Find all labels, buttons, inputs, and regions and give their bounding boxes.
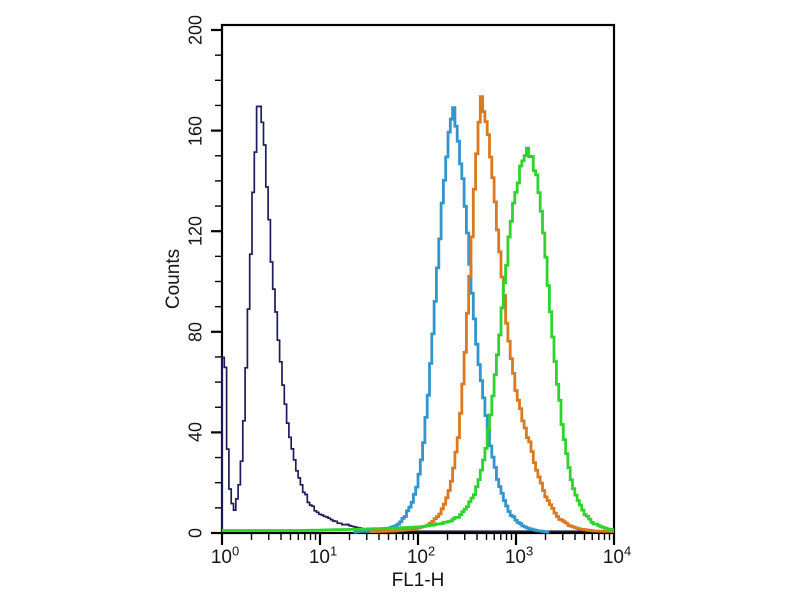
y-tick-label: 200: [185, 14, 206, 46]
y-tick-label: 0: [185, 527, 206, 539]
y-axis-title: Counts: [163, 248, 184, 310]
curve-green: [222, 146, 614, 532]
y-tick-label: 80: [185, 321, 206, 342]
x-tick-label: 103: [504, 543, 534, 568]
y-tick-label: 120: [185, 216, 206, 247]
plot-box: [220, 23, 616, 535]
x-tick-label: 101: [308, 543, 338, 568]
x-tick-label: 100: [210, 543, 240, 568]
x-tick-label: 102: [406, 543, 436, 568]
x-tick-label: 104: [602, 543, 632, 568]
y-tick-label: 160: [185, 115, 206, 146]
x-axis-title: FL1-H: [391, 570, 445, 591]
curve-orange: [369, 95, 614, 534]
axis-ticks: [211, 28, 616, 545]
curve-dark-blue-control: [221, 105, 614, 533]
y-tick-label: 40: [185, 422, 206, 443]
